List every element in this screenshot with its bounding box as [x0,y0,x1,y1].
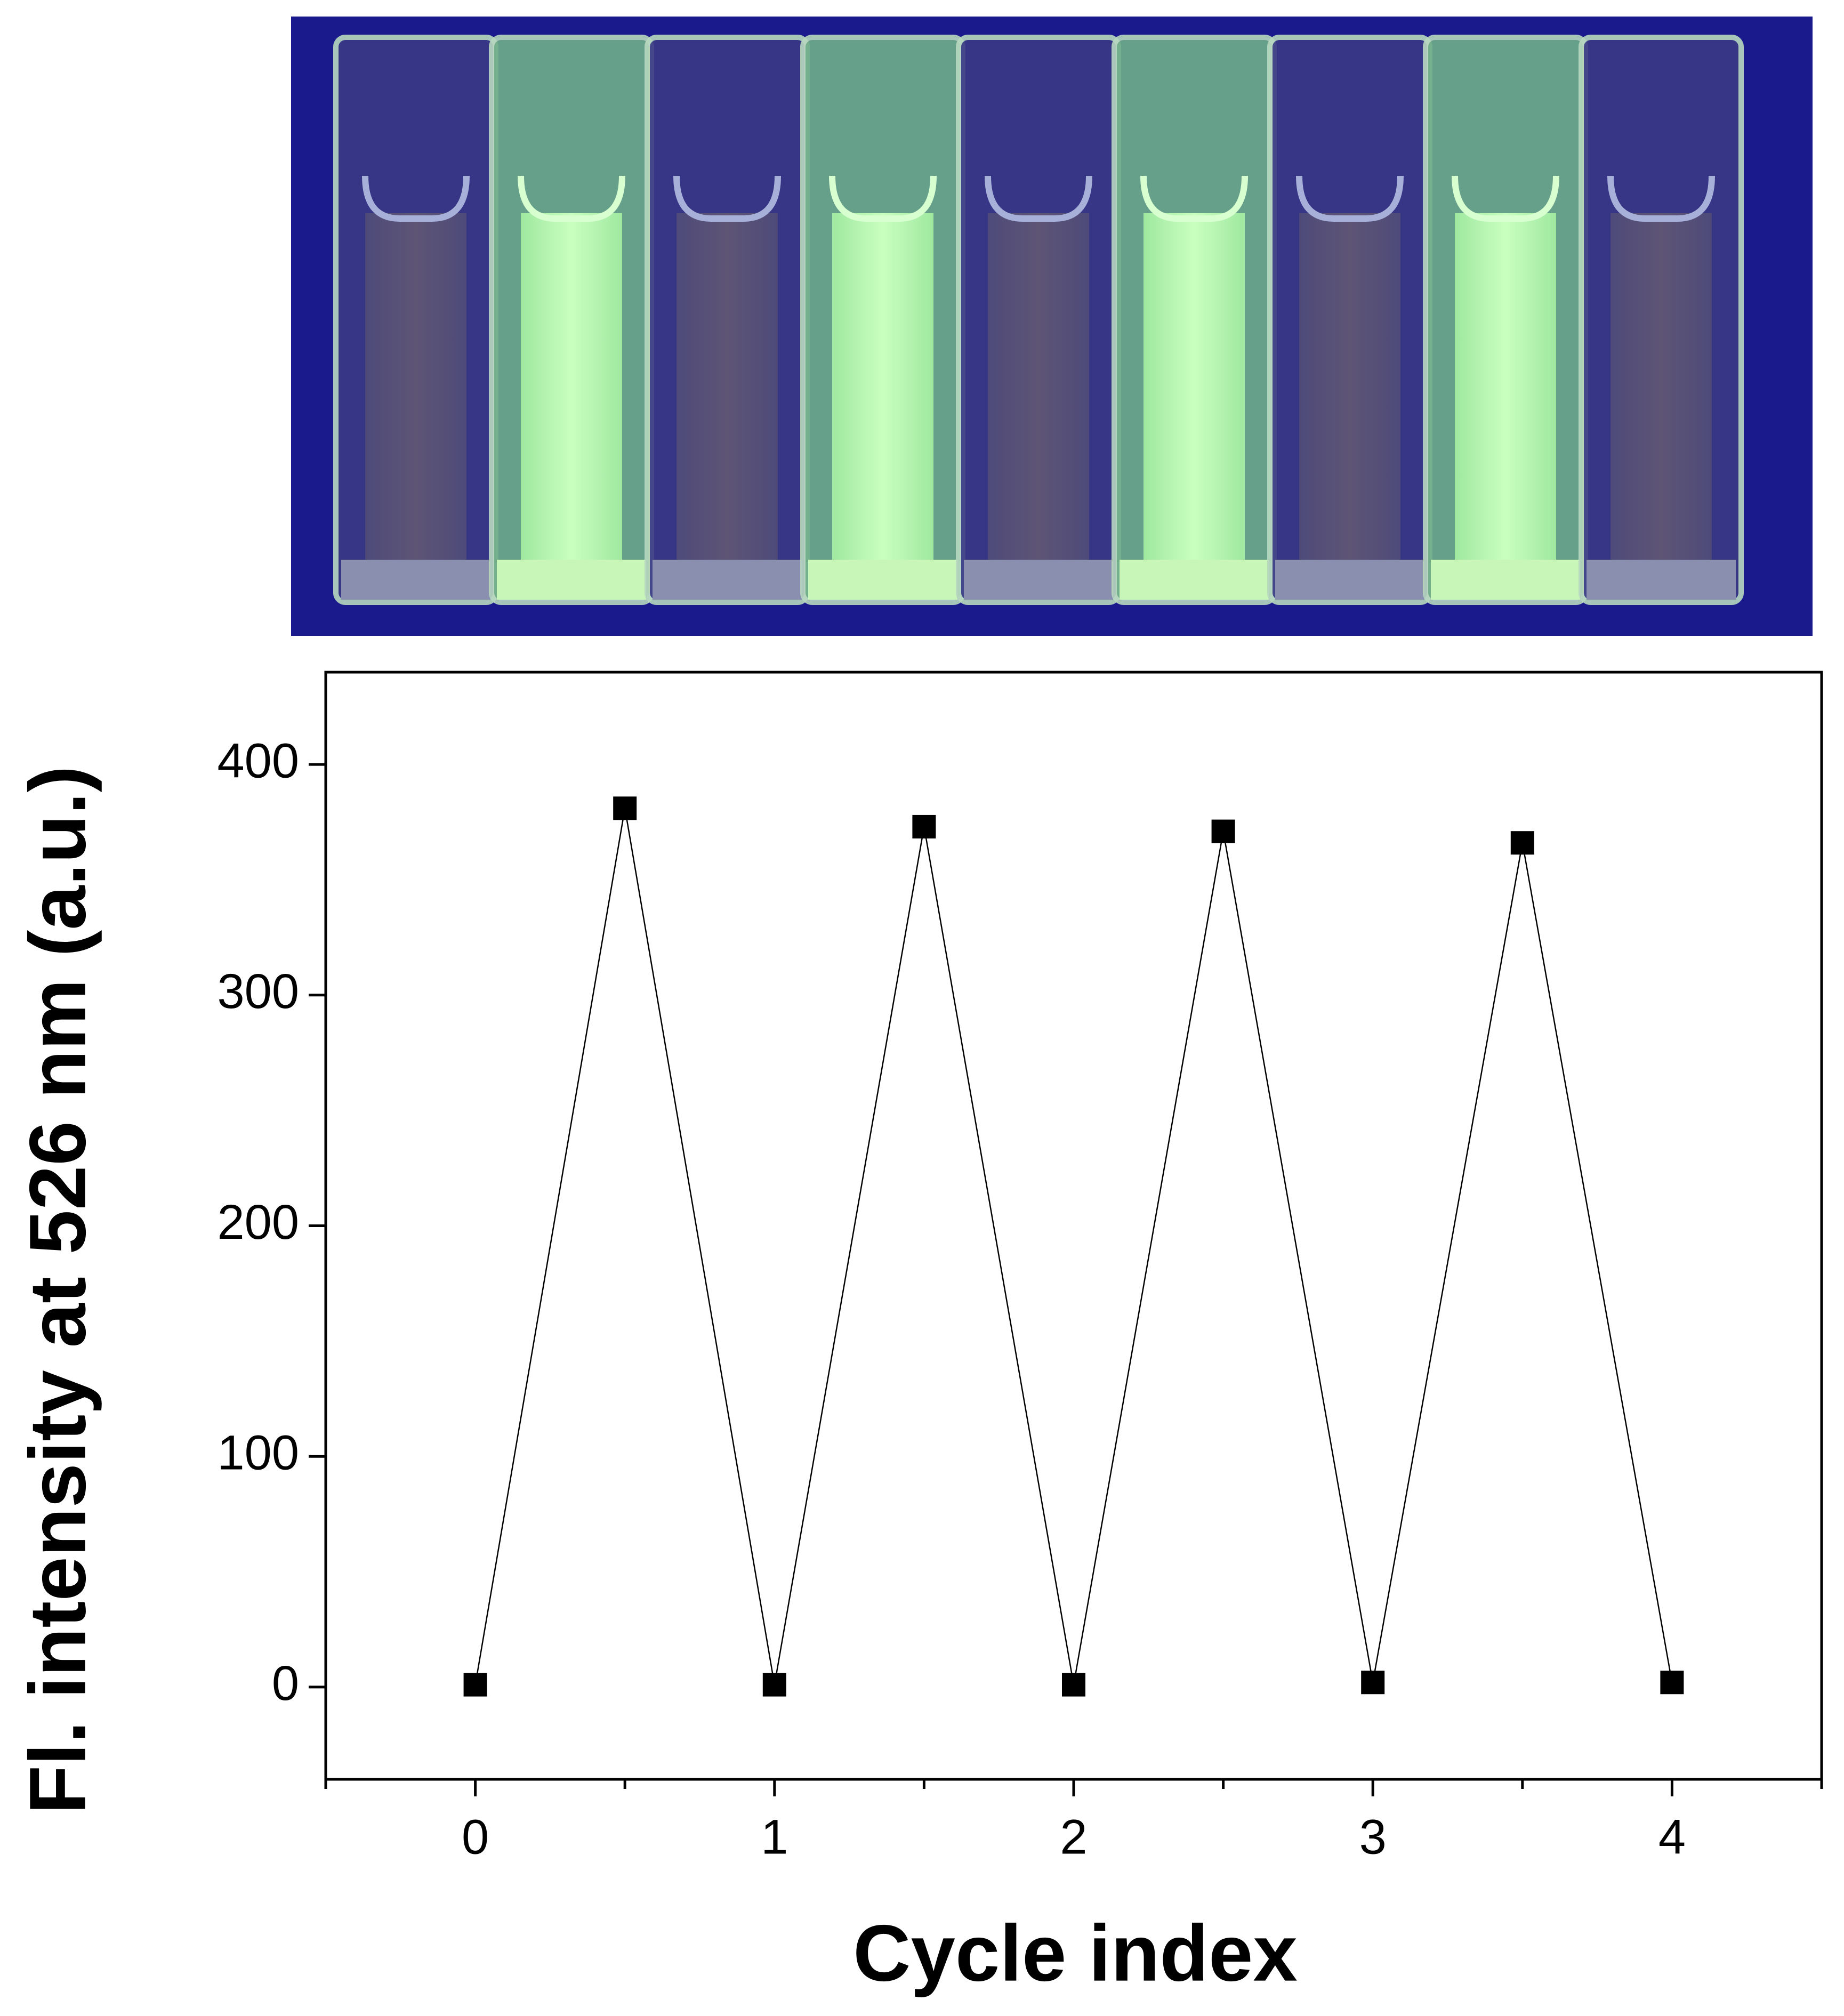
x-tick-label: 1 [761,1810,788,1864]
meniscus [362,175,470,222]
meniscus [673,175,781,222]
cuvette-liquid [1611,213,1712,565]
cuvette-liquid [677,213,778,565]
cuvette-liquid [1299,213,1400,565]
cuvette-liquid [1144,213,1245,565]
cuvette-base [497,560,646,600]
marker [1062,1673,1085,1697]
cuvette-base [964,560,1113,600]
meniscus [518,175,625,222]
x-tick-label: 0 [462,1810,489,1864]
y-tick-label: 400 [218,733,300,788]
meniscus [1140,175,1248,222]
meniscus [1296,175,1404,222]
x-tick-label: 4 [1658,1810,1686,1864]
marker [613,796,637,820]
photo [291,17,1813,636]
marker [1510,831,1534,855]
marker [1361,1671,1385,1695]
meniscus [1452,175,1559,222]
cuvette-liquid [988,213,1089,565]
cuvette-base [808,560,957,600]
series-line [474,808,1673,1685]
meniscus [985,175,1092,222]
y-axis-title: Fl. intensity at 526 nm (a.u.) [13,765,102,1814]
cuvette-base [653,560,802,600]
marker [1211,819,1235,843]
cuvette-liquid [1455,213,1556,565]
cuvette-base [1431,560,1580,600]
cuvette-base [1275,560,1424,600]
marker [1660,1671,1684,1695]
x-tick-label: 3 [1359,1810,1387,1864]
x-tick-label: 2 [1060,1810,1087,1864]
x-axis-title: Cycle index [853,1908,1298,1998]
cuvette-liquid [365,213,466,565]
y-tick-label: 0 [272,1656,299,1711]
marker [912,815,936,838]
cuvette-liquid [832,213,933,565]
cuvette-base [1120,560,1269,600]
plot: 0 100 200 300 400 0 1 2 3 4 [218,671,1823,1864]
cuvette-base [1587,560,1736,600]
y-tick-label: 200 [218,1195,300,1249]
marker [463,1673,487,1697]
marker [762,1673,786,1697]
meniscus [829,175,937,222]
plot-frame [324,671,1823,1781]
meniscus [1607,175,1715,222]
y-tick-label: 100 [218,1426,300,1480]
cuvette-base [341,560,490,600]
y-tick-label: 300 [218,964,300,1019]
cuvette-liquid [521,213,622,565]
